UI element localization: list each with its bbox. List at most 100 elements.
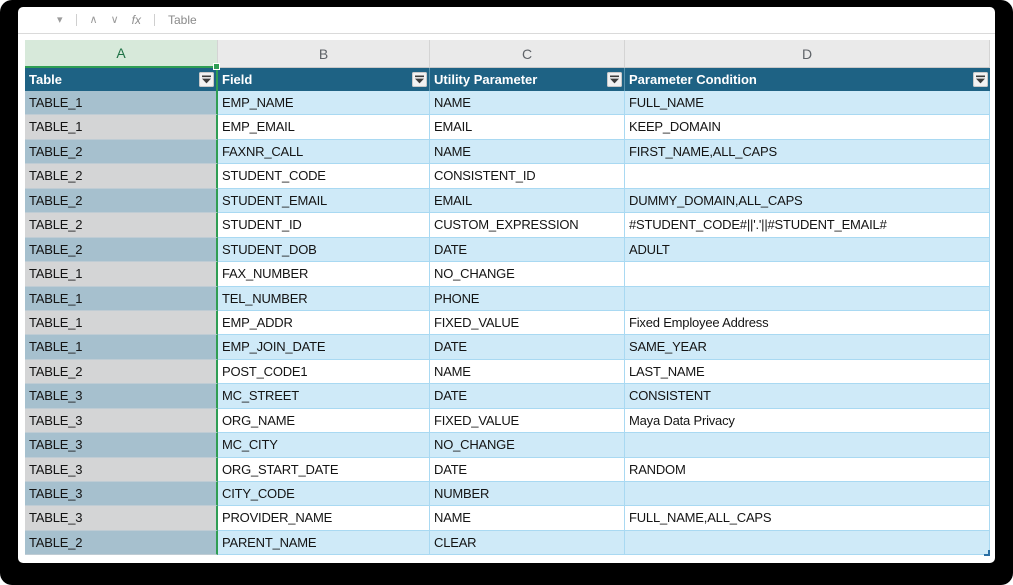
cell[interactable]: FULL_NAME — [625, 91, 990, 116]
cell[interactable]: NAME — [430, 139, 625, 165]
cell[interactable]: RANDOM — [625, 457, 990, 482]
chevron-up-icon[interactable]: ∧ — [89, 14, 98, 26]
cell[interactable]: ORG_START_DATE — [218, 457, 430, 482]
cell[interactable]: TABLE_2 — [25, 139, 218, 165]
selection-handle[interactable] — [213, 63, 220, 70]
cell[interactable]: MC_STREET — [218, 384, 430, 409]
cell[interactable]: TABLE_2 — [25, 188, 218, 214]
cell[interactable]: MC_CITY — [218, 433, 430, 458]
cell[interactable]: EMP_EMAIL — [218, 115, 430, 140]
cell[interactable]: TABLE_1 — [25, 115, 218, 140]
cell[interactable]: STUDENT_CODE — [218, 164, 430, 189]
cell[interactable]: TABLE_2 — [25, 237, 218, 263]
cell[interactable]: TABLE_1 — [25, 91, 218, 116]
cell[interactable]: CITY_CODE — [218, 482, 430, 507]
cell[interactable]: FIXED_VALUE — [430, 310, 625, 336]
cell[interactable]: NAME — [430, 506, 625, 531]
cell[interactable]: PROVIDER_NAME — [218, 506, 430, 531]
cell[interactable] — [625, 433, 990, 458]
cell[interactable]: TABLE_3 — [25, 384, 218, 409]
cell[interactable] — [625, 286, 990, 311]
cell[interactable] — [625, 530, 990, 556]
table-resize-handle[interactable] — [984, 550, 990, 556]
cell[interactable]: CONSISTENT_ID — [430, 164, 625, 189]
name-box-dropdown-icon[interactable]: ▾ — [57, 14, 63, 26]
cell[interactable]: TABLE_2 — [25, 359, 218, 385]
filter-icon — [202, 75, 211, 84]
cell[interactable] — [625, 262, 990, 287]
cell[interactable]: LAST_NAME — [625, 359, 990, 385]
cell[interactable]: TABLE_3 — [25, 457, 218, 482]
cell[interactable]: FULL_NAME,ALL_CAPS — [625, 506, 990, 531]
cell[interactable]: STUDENT_DOB — [218, 237, 430, 263]
column-header-d[interactable]: D — [625, 40, 990, 68]
chevron-down-icon[interactable]: ∨ — [110, 14, 119, 26]
cell[interactable] — [625, 164, 990, 189]
column-header-a[interactable]: A — [25, 40, 218, 68]
cell[interactable]: NAME — [430, 91, 625, 116]
filter-button[interactable] — [199, 72, 214, 87]
cell[interactable]: TEL_NUMBER — [218, 286, 430, 311]
cell[interactable]: DATE — [430, 457, 625, 482]
cell[interactable]: CUSTOM_EXPRESSION — [430, 213, 625, 238]
cell[interactable]: TABLE_1 — [25, 262, 218, 287]
cell[interactable]: DATE — [430, 384, 625, 409]
cell[interactable]: NAME — [430, 359, 625, 385]
cell[interactable]: SAME_YEAR — [625, 335, 990, 360]
cell[interactable]: DUMMY_DOMAIN,ALL_CAPS — [625, 188, 990, 214]
cell[interactable]: Maya Data Privacy — [625, 408, 990, 434]
fx-icon[interactable]: fx — [131, 13, 141, 27]
header-cell-parameter-condition[interactable]: Parameter Condition — [625, 68, 990, 91]
filter-button[interactable] — [973, 72, 988, 87]
cell[interactable] — [625, 482, 990, 507]
formula-bar-value[interactable]: Table — [168, 13, 197, 27]
header-cell-table[interactable]: Table — [25, 68, 218, 91]
cell[interactable]: FAX_NUMBER — [218, 262, 430, 287]
cell[interactable]: #STUDENT_CODE#||'.'||#STUDENT_EMAIL# — [625, 213, 990, 238]
cell[interactable]: FAXNR_CALL — [218, 139, 430, 165]
sheet: A B C D Table Field Utility Parameter — [25, 40, 990, 556]
cell[interactable]: DATE — [430, 237, 625, 263]
cell[interactable]: STUDENT_EMAIL — [218, 188, 430, 214]
cell[interactable]: EMP_JOIN_DATE — [218, 335, 430, 360]
header-label: Utility Parameter — [434, 72, 538, 87]
cell[interactable]: EMAIL — [430, 115, 625, 140]
header-cell-field[interactable]: Field — [218, 68, 430, 91]
cell[interactable]: KEEP_DOMAIN — [625, 115, 990, 140]
cell[interactable]: TABLE_3 — [25, 482, 218, 507]
cell[interactable]: TABLE_3 — [25, 433, 218, 458]
cell[interactable]: TABLE_1 — [25, 335, 218, 360]
cell[interactable]: DATE — [430, 335, 625, 360]
cell[interactable]: PARENT_NAME — [218, 530, 430, 556]
cell[interactable]: STUDENT_ID — [218, 213, 430, 238]
cell[interactable]: NO_CHANGE — [430, 262, 625, 287]
cell[interactable]: Fixed Employee Address — [625, 310, 990, 336]
cell[interactable]: POST_CODE1 — [218, 359, 430, 385]
cell[interactable]: FIRST_NAME,ALL_CAPS — [625, 139, 990, 165]
cell[interactable]: FIXED_VALUE — [430, 408, 625, 434]
cell[interactable]: CLEAR — [430, 530, 625, 556]
cell[interactable]: TABLE_1 — [25, 286, 218, 311]
column-header-b[interactable]: B — [218, 40, 430, 68]
cell[interactable]: TABLE_3 — [25, 506, 218, 531]
cell[interactable]: TABLE_3 — [25, 408, 218, 434]
filter-icon — [610, 75, 619, 84]
cell[interactable]: ADULT — [625, 237, 990, 263]
cell[interactable]: TABLE_2 — [25, 164, 218, 189]
filter-button[interactable] — [607, 72, 622, 87]
header-cell-utility-parameter[interactable]: Utility Parameter — [430, 68, 625, 91]
cell[interactable]: EMP_ADDR — [218, 310, 430, 336]
cell[interactable]: TABLE_2 — [25, 530, 218, 556]
cell[interactable]: TABLE_1 — [25, 310, 218, 336]
cell[interactable]: NUMBER — [430, 482, 625, 507]
cell[interactable]: EMAIL — [430, 188, 625, 214]
filter-button[interactable] — [412, 72, 427, 87]
cell[interactable]: CONSISTENT — [625, 384, 990, 409]
column-header-c[interactable]: C — [430, 40, 625, 68]
cell[interactable]: ORG_NAME — [218, 408, 430, 434]
table-row: TABLE_3 ORG_START_DATE DATE RANDOM — [25, 457, 990, 482]
cell[interactable]: EMP_NAME — [218, 91, 430, 116]
cell[interactable]: PHONE — [430, 286, 625, 311]
cell[interactable]: TABLE_2 — [25, 213, 218, 238]
cell[interactable]: NO_CHANGE — [430, 433, 625, 458]
